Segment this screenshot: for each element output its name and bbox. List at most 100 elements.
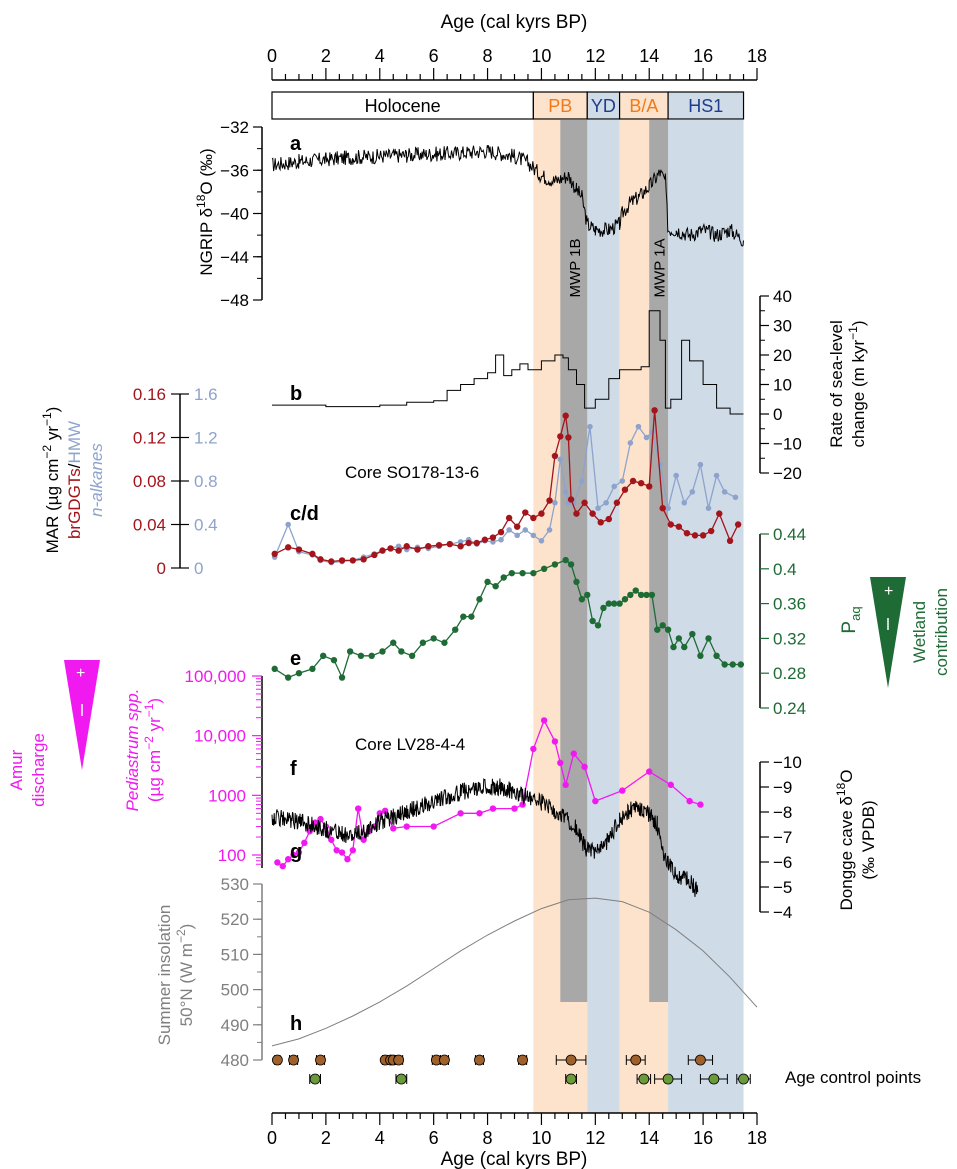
paq-point [659,622,666,629]
top-age-axis: 0 2 4 6 8 10 12 14 16 18 [267,46,767,81]
age-control-point [439,1054,450,1066]
hmw-point [619,478,626,484]
hmw-point [732,494,739,501]
h-tick-label: 490 [221,1016,249,1035]
brgdgt-point [457,543,464,550]
paq-point [484,578,491,586]
top-tick-label: 0 [267,46,277,66]
brgdgt-point [659,504,666,512]
top-age-axis-label: Age (cal kyrs BP) [441,12,588,33]
panel-cd-letter: c/d [290,503,319,525]
pediastrum-point [338,849,346,856]
hmw-point [457,539,464,545]
panel-f-ylabel-2: (µg cm−2 yr−1) [142,698,164,802]
panel-b-y-axis: 40 30 20 10 0 −10 −20 [760,287,802,483]
age-control-point [630,1054,642,1066]
top-tick-label: 18 [747,46,767,66]
paq-point [430,635,437,642]
pediastrum-point [301,839,308,847]
brgdgt-point [646,483,653,490]
b-tick-label: 0 [773,405,782,424]
brgdgt-point [371,551,378,559]
paq-point [729,661,736,668]
hmw-point [697,461,704,468]
hmw-point [395,543,402,550]
brgdgt-point [414,546,421,553]
pediastrum-point [284,856,292,863]
amur-label-2: discharge [29,733,48,807]
hmw-point [721,489,728,495]
event-label-mwp-1b: MWP 1B [567,239,584,298]
pediastrum-point [581,763,588,771]
h-tick-label: 480 [221,1051,249,1070]
amur-plus-sign: + [76,665,85,682]
paq-point [309,665,316,673]
paq-point [589,617,596,625]
top-tick-label: 4 [375,46,385,66]
g-tick-label: −7 [773,828,792,847]
paq-point [594,622,602,629]
age-control-point [738,1073,749,1085]
panel-b-ylabel-2: change (m kyr−1) [846,320,868,447]
pediastrum-point [646,768,653,775]
hmw-point [689,489,696,495]
paq-point [664,626,672,633]
pediastrum-point [355,805,362,812]
dongge-d18o-line [271,778,699,897]
paq-point [605,600,613,607]
wetland-plus-sign: + [884,583,893,600]
e-tick-label: 0.36 [773,595,806,614]
paq-point [441,639,448,646]
paq-point [610,600,618,607]
top-tick-label: 10 [531,46,551,66]
pediastrum-point [667,781,674,789]
top-tick-label: 16 [693,46,713,66]
age-control-point [395,1073,407,1085]
pediastrum-point [562,781,569,789]
paq-point [390,639,397,646]
h-tick-label: 500 [221,981,249,1000]
brgdgt-point [675,523,683,530]
hmw-point [665,505,671,511]
paq-point [681,643,688,651]
pediastrum-point [344,856,351,863]
paq-point [379,648,386,655]
brgdgt-point [613,499,621,506]
paq-point [654,626,661,633]
paq-point [632,587,639,594]
g-tick-label: −9 [773,778,792,797]
hmw-point [530,532,537,539]
paq-point [705,635,712,642]
age-control-point [474,1054,485,1066]
bottom-tick-label: 4 [375,1128,385,1148]
panel-cd-ylabel-1: MAR (µg cm−2 yr−1) [40,407,62,554]
brgdgt-point [538,510,545,517]
brgdgt-tick-label: 0.04 [133,516,166,535]
panel-cd-y-axes: 0.16 1.6 0.12 1.2 0.08 0.8 0.04 0.4 0 0 [133,385,218,578]
age-control-point [565,1054,577,1066]
paq-point [713,652,720,659]
a-tick-label: −36 [220,161,249,180]
brgdgt-point [562,412,569,419]
h-tick-label: 520 [221,910,249,929]
brgdgt-point [425,543,432,550]
g-tick-label: −8 [773,803,792,822]
pediastrum-point [619,787,626,794]
pediastrum-point [476,810,483,817]
hmw-point [611,483,617,490]
brgdgt-point [295,546,303,553]
brgdgt-point [522,509,529,516]
b-tick-label: 20 [773,346,792,365]
e-tick-label: 0.32 [773,629,806,648]
b-tick-label: 40 [773,287,792,306]
hmw-tick-label: 0.8 [194,472,218,491]
paq-point [492,583,499,590]
pediastrum-point [697,801,704,808]
brgdgt-point [530,514,537,522]
paq-point [519,569,526,577]
pediastrum-point [457,810,464,817]
paq-point [551,561,559,568]
brgdgt-point [271,550,278,558]
brgdgt-point [699,532,707,539]
shade-yd [587,120,620,1113]
